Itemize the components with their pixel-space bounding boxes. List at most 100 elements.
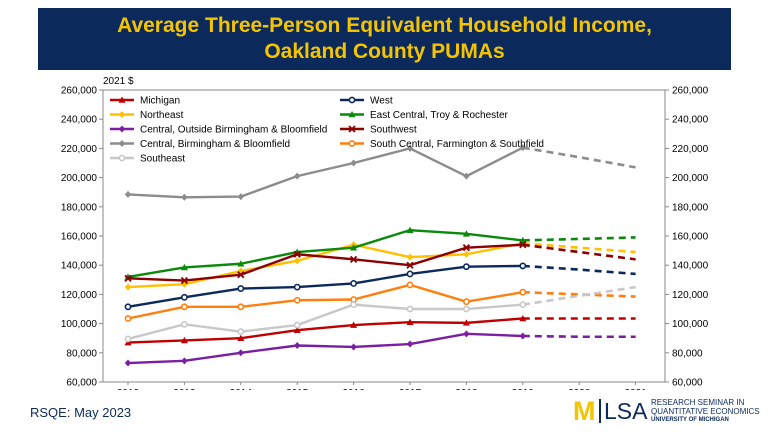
- legend-swatch-marker: [118, 111, 126, 118]
- data-point: [350, 244, 358, 251]
- data-point: [350, 159, 357, 167]
- data-point: [519, 301, 527, 309]
- data-point: [124, 315, 132, 322]
- series-line-actual: [127, 283, 523, 320]
- legend-swatch-marker: [348, 111, 356, 118]
- legend-swatch-marker: [118, 140, 126, 147]
- legend-swatch-marker: [348, 140, 356, 147]
- data-point: [180, 303, 188, 311]
- series-line-actual: [127, 146, 524, 199]
- y-tick-label-left: 140,000: [61, 261, 98, 272]
- series-4: [124, 330, 636, 367]
- data-point: [124, 335, 132, 343]
- x-tick-label: 2014: [230, 388, 253, 390]
- data-point: [462, 305, 470, 313]
- series-layer: [124, 144, 636, 367]
- x-tick-label: 2013: [173, 388, 196, 390]
- series-6: [124, 144, 636, 201]
- y-tick-label-left: 120,000: [61, 290, 98, 301]
- series-line-projection: [522, 242, 636, 254]
- logo-text-line-1: RESEARCH SEMINAR IN: [651, 398, 745, 407]
- data-point: [463, 172, 470, 180]
- series-line-actual: [127, 317, 523, 344]
- data-point: [519, 314, 527, 322]
- data-point: [463, 330, 470, 338]
- data-point: [462, 230, 470, 237]
- data-point: [237, 193, 244, 201]
- legend-entry-label: Michigan: [140, 96, 180, 107]
- series-line-actual: [127, 243, 523, 282]
- y-tick-label-left: 260,000: [61, 86, 98, 97]
- y-axis-left: 60,000 80,000 100,000 120,000 140,000 160,000…: [61, 86, 103, 389]
- legend-swatch-marker: [118, 154, 126, 162]
- legend-entry-label: South Central, Farmington & Southfield: [370, 139, 544, 150]
- y-tick-label-right: 60,000: [672, 378, 703, 389]
- data-point: [406, 340, 414, 348]
- legend-swatch-marker: [348, 96, 356, 104]
- data-point: [294, 342, 301, 349]
- source-note: RSQE: May 2023: [30, 405, 132, 420]
- data-point: [462, 319, 470, 326]
- data-point: [519, 239, 526, 247]
- x-axis: 2012 2013 2014 2015 2016 2017 2018 2019 2020 2021: [117, 382, 647, 390]
- data-point: [350, 343, 357, 351]
- series-line-projection: [522, 146, 636, 169]
- data-point: [293, 321, 301, 329]
- chart-title-line-2: Oakland County PUMAs: [264, 40, 505, 63]
- series-8: [124, 285, 636, 343]
- x-tick-label: 2021: [624, 388, 647, 390]
- x-tick-label: 2015: [286, 388, 309, 390]
- data-point: [293, 283, 301, 291]
- series-5: [124, 241, 636, 285]
- data-point: [181, 193, 188, 201]
- data-point: [519, 288, 527, 296]
- y-tick-label-left: 80,000: [66, 348, 97, 359]
- y-tick-label-left: 60,000: [66, 378, 97, 389]
- y-tick-label-right: 200,000: [672, 173, 709, 184]
- legend-entry-label: East Central, Troy & Rochester: [370, 110, 509, 121]
- y-tick-label-right: 160,000: [672, 232, 709, 243]
- chart-title-line-1: Average Three-Person Equivalent Househol…: [117, 14, 652, 37]
- series-0: [124, 314, 636, 346]
- legend-swatch-marker: [118, 96, 126, 103]
- legend-entry-label: Central, Birmingham & Bloomfield: [140, 139, 290, 150]
- data-point: [237, 260, 245, 267]
- title-banner: Average Three-Person Equivalent Househol…: [38, 8, 731, 70]
- data-point: [406, 318, 414, 325]
- michigan-block-m-logo: M: [573, 396, 596, 426]
- data-point: [124, 190, 132, 198]
- data-point: [124, 274, 132, 282]
- legend-entry-label: Central, Outside Birmingham & Bloomfield: [140, 125, 327, 136]
- series-line-actual: [127, 332, 523, 365]
- data-point: [294, 172, 301, 180]
- data-point: [237, 349, 244, 357]
- data-point: [406, 305, 414, 313]
- series-3: [124, 226, 636, 280]
- y-tick-label-left: 200,000: [61, 173, 98, 184]
- data-point: [181, 357, 188, 365]
- data-point: [124, 283, 132, 291]
- y-tick-label-left: 100,000: [61, 319, 98, 330]
- logo-text-line-3: UNIVERSITY OF MICHIGAN: [651, 417, 729, 423]
- data-point: [462, 298, 470, 306]
- y-tick-label-left: 240,000: [61, 115, 98, 126]
- x-tick-label: 2018: [455, 388, 478, 390]
- logo-divider: [599, 399, 601, 423]
- x-tick-label: 2016: [342, 388, 365, 390]
- data-point: [180, 336, 188, 344]
- data-point: [237, 285, 245, 292]
- series-line-actual: [127, 303, 523, 341]
- series-line-projection: [522, 334, 636, 339]
- data-point: [349, 255, 358, 263]
- data-point: [293, 250, 301, 258]
- logo-text-line-2: QUANTITATIVE ECONOMICS: [651, 407, 760, 416]
- y-tick-label-right: 140,000: [672, 261, 709, 272]
- y-tick-label-left: 180,000: [61, 202, 98, 213]
- series-line-actual: [127, 264, 523, 308]
- y-tick-label-right: 220,000: [672, 144, 709, 155]
- x-tick-label: 2012: [117, 388, 140, 390]
- data-point: [406, 253, 414, 261]
- data-point: [519, 262, 527, 270]
- data-point: [180, 293, 188, 301]
- series-line-projection: [522, 285, 636, 306]
